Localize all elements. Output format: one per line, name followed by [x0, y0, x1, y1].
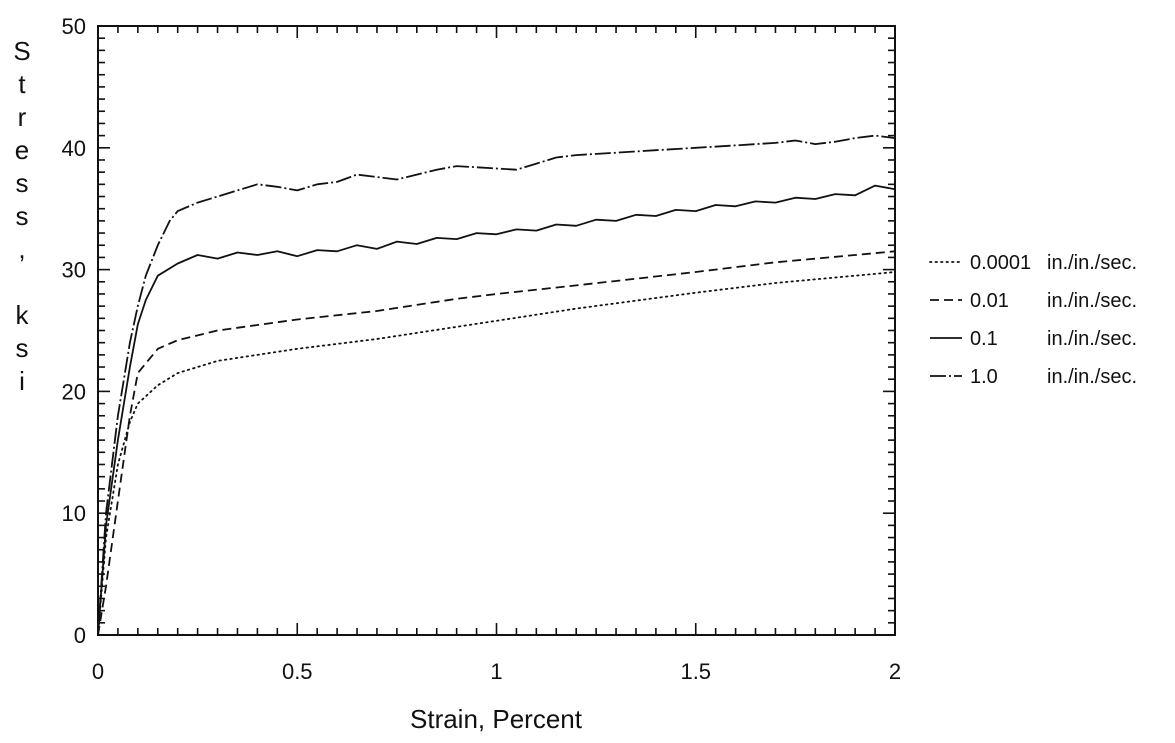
series-line-0_01	[98, 251, 895, 635]
x-tick-label: 2	[889, 659, 901, 684]
y-axis-title-char: r	[18, 102, 27, 132]
y-tick-label: 50	[62, 14, 86, 39]
y-tick-label: 0	[74, 623, 86, 648]
x-tick-label: 1	[490, 659, 502, 684]
legend-rate: 0.1	[970, 328, 998, 350]
legend-unit: in./in./sec.	[1047, 328, 1137, 350]
y-tick-label: 30	[62, 258, 86, 283]
y-axis-title-char: t	[18, 69, 26, 99]
x-axis-ticks: 0 0.5 1 1.5 2	[92, 26, 901, 684]
legend-unit: in./in./sec.	[1047, 252, 1137, 274]
y-axis-title-char: s	[16, 201, 29, 231]
y-axis-title-char: k	[16, 300, 30, 330]
legend-rate: 1.0	[970, 366, 998, 388]
series-line-0_1	[98, 186, 895, 635]
series-line-0_0001	[98, 272, 895, 635]
y-axis-title-char: ,	[18, 234, 25, 264]
x-axis-title: Strain, Percent	[410, 704, 583, 734]
legend-rate: 0.01	[970, 290, 1009, 312]
legend: 0.0001 in./in./sec. 0.01 in./in./sec. 0.1 in.…	[930, 252, 1137, 388]
series-lines	[98, 136, 895, 635]
y-tick-label: 20	[62, 379, 86, 404]
y-axis-title-char: i	[19, 366, 25, 396]
plot-frame	[98, 26, 895, 635]
x-tick-label: 0	[92, 659, 104, 684]
y-tick-label: 10	[62, 501, 86, 526]
y-axis-title-char: S	[13, 36, 30, 66]
y-axis-title-char: e	[15, 135, 29, 165]
y-tick-label: 40	[62, 136, 86, 161]
x-tick-label: 0.5	[282, 659, 313, 684]
x-tick-label: 1.5	[680, 659, 711, 684]
legend-unit: in./in./sec.	[1047, 290, 1137, 312]
legend-rate: 0.0001	[970, 252, 1031, 274]
legend-unit: in./in./sec.	[1047, 366, 1137, 388]
y-axis-ticks: 0 10 20 30 40 50	[62, 14, 895, 648]
y-axis-title-char: s	[16, 333, 29, 363]
y-axis-title-char: s	[16, 168, 29, 198]
series-line-1_0	[98, 136, 895, 635]
